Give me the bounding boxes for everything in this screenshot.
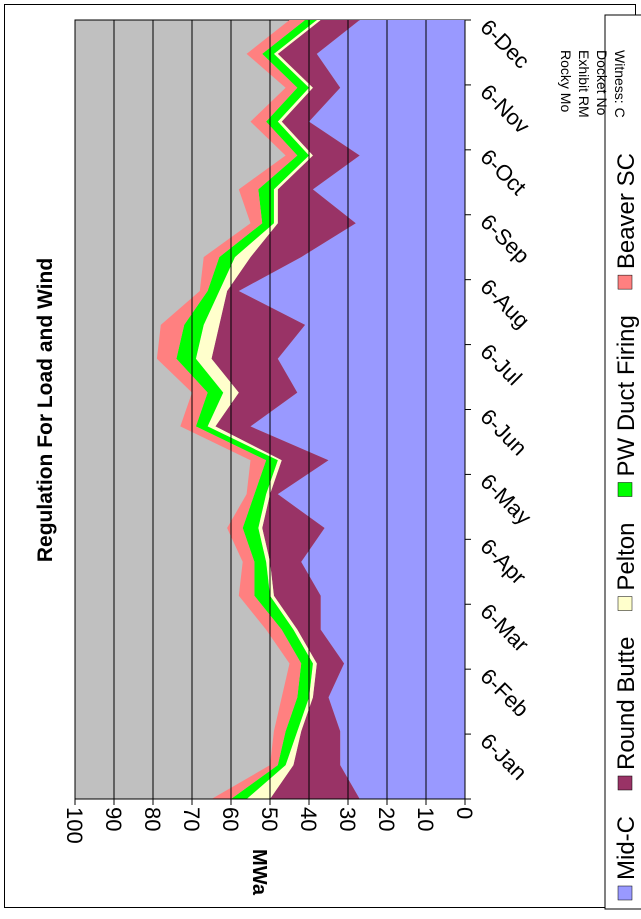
- legend-box: [604, 14, 641, 910]
- area-series-pw-duct-firing: [176, 20, 317, 799]
- stamp-line-3: Docket No: [594, 50, 610, 116]
- area-series-round-butte: [211, 20, 360, 799]
- legend-label: Pelton: [613, 523, 640, 591]
- y-axis: 0 10 20 30 40 50 60 70 80 90 100: [62, 798, 477, 844]
- stamp-line-1: Rocky Mo: [558, 50, 574, 112]
- x-tick-label: 6-Jun: [475, 404, 532, 461]
- legend-label: PW Duct Firing: [613, 315, 640, 476]
- stamp-line-4: Witness: C: [612, 50, 628, 118]
- y-tick-label: 10: [413, 807, 438, 831]
- legend-swatch-mid-c: [617, 885, 633, 901]
- chart-title: Regulation For Load and Wind: [34, 258, 57, 562]
- legend-label: Beaver SC: [613, 153, 640, 269]
- legend-label: Round Butte: [613, 637, 640, 770]
- legend-swatch-round-butte: [617, 775, 633, 791]
- x-tick-label: 6-Apr: [475, 534, 531, 590]
- x-tick-label: 6-Mar: [475, 599, 533, 657]
- x-tick-label: 6-Jan: [475, 728, 532, 785]
- stamp-line-2: Exhibit RM: [576, 50, 592, 118]
- x-tick-label: 6-Nov: [475, 79, 534, 138]
- area-series-group: [156, 20, 465, 799]
- x-tick-label: 6-May: [475, 469, 536, 530]
- legend: Mid-C Round Butte Pelton PW Duct Firing Beav…: [604, 14, 641, 910]
- legend-swatch-pw-duct-firing: [617, 482, 633, 497]
- y-tick-label: 0: [452, 807, 477, 819]
- y-tick-label: 60: [218, 807, 243, 831]
- y-tick-label: 20: [374, 807, 399, 831]
- y-tick-label: 90: [101, 807, 126, 831]
- area-series-mid-c: [238, 20, 465, 799]
- legend-swatch-pelton: [617, 596, 633, 611]
- x-tick-label: 6-Aug: [475, 274, 534, 333]
- y-tick-label: 80: [140, 807, 165, 831]
- gridline-group: [113, 20, 427, 799]
- area-series-beaver-sc: [156, 20, 306, 799]
- y-tick-label: 100: [62, 807, 87, 844]
- y-tick-label: 70: [179, 807, 204, 831]
- x-tick-label: 6-Dec: [475, 14, 534, 73]
- exhibit-stamp: Rocky Mo Exhibit RM Docket No Witness: C: [558, 50, 628, 118]
- x-tick-label: 6-Sep: [475, 209, 534, 268]
- y-axis-label: MWa: [248, 849, 270, 896]
- x-tick-label: 6-Feb: [475, 663, 533, 721]
- area-series-pelton: [195, 20, 321, 799]
- x-tick-label: 6-Jul: [475, 339, 526, 390]
- legend-label: Mid-C: [613, 816, 640, 880]
- y-tick-label: 40: [296, 807, 321, 831]
- chart-frame: 0 10 20 30 40 50 60 70 80 90 100 6-Jan 6-Feb 6-Mar 6-…: [4, 4, 641, 910]
- x-tick-label: 6-Oct: [475, 144, 531, 200]
- y-tick-label: 30: [335, 807, 360, 831]
- legend-swatch-beaver-sc: [617, 274, 633, 290]
- y-tick-label: 50: [257, 807, 282, 831]
